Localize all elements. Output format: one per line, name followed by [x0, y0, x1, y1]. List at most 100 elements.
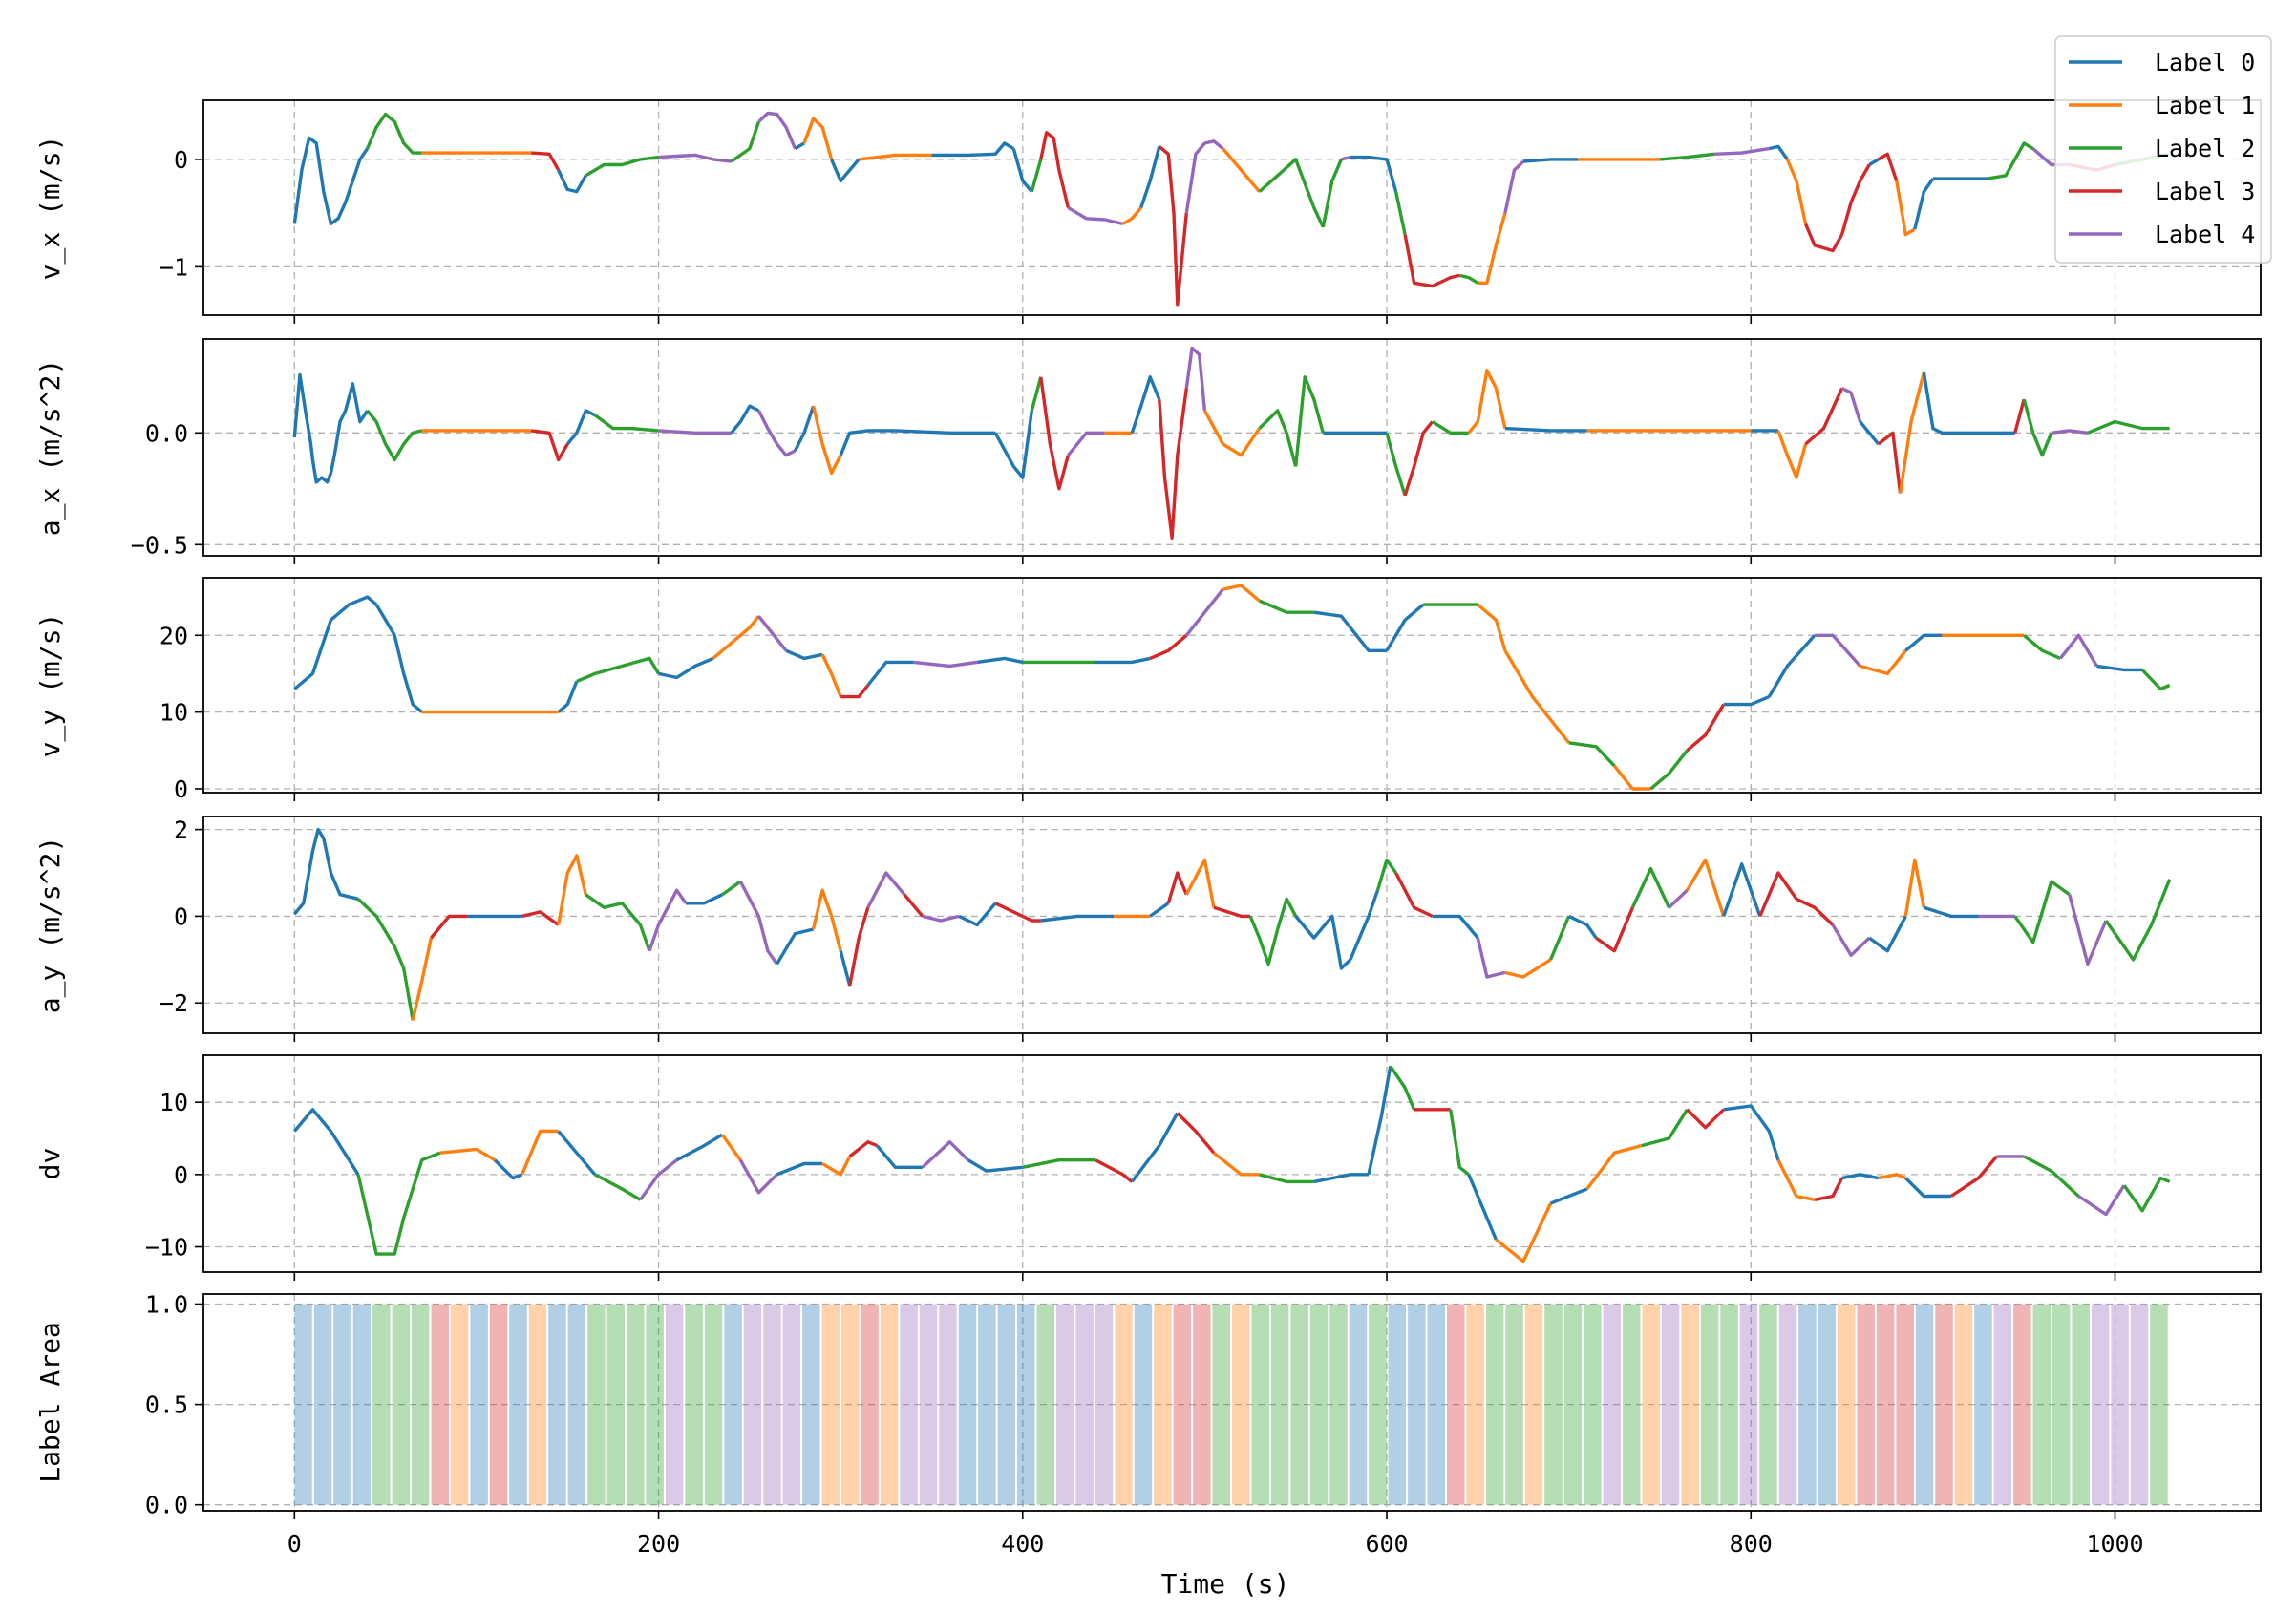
series-segment-label-0 [1868, 915, 1907, 953]
series-segment-label-3 [903, 893, 925, 918]
series-segment-label-0 [1130, 375, 1161, 434]
label-area-bar-2 [1270, 1304, 1289, 1505]
series-segment-label-1 [1503, 649, 1570, 744]
series-segment-label-0 [794, 141, 805, 151]
series-segment-label-4 [658, 429, 732, 435]
label-area-bar-2 [685, 1304, 703, 1505]
series-segment-label-4 [1184, 588, 1224, 637]
series-segment-label-0 [1913, 178, 1935, 230]
label-area-bar-1 [1115, 1304, 1133, 1505]
series-segment-label-0 [1868, 158, 1880, 166]
series-segment-label-3 [1039, 131, 1071, 208]
series-segment-label-0 [839, 429, 896, 456]
label-area-bar-4 [1739, 1304, 1758, 1505]
label-area-bar-3 [861, 1304, 879, 1505]
series-segment-label-0 [374, 604, 423, 713]
label-area-bar-1 [1154, 1304, 1172, 1505]
x-tick-label: 800 [1730, 1530, 1773, 1558]
label-area-bar-0 [1017, 1304, 1035, 1505]
series-segment-label-4 [757, 111, 797, 150]
series-segment-label-4 [1067, 206, 1123, 226]
label-area-bar-2 [412, 1304, 430, 1505]
series-segment-label-2 [730, 120, 761, 163]
series-segment-label-1 [411, 937, 433, 1021]
series-segment-label-0 [1904, 1177, 1951, 1199]
y-axis-label: v_y (m/s) [34, 613, 67, 758]
series-segment-label-1 [521, 1129, 559, 1176]
series-segment-label-3 [1796, 897, 1835, 926]
label-area-bar-1 [821, 1304, 840, 1505]
label-area-bar-3 [2013, 1304, 2031, 1505]
axes-frame [202, 338, 2262, 557]
label-area-bar-3 [489, 1304, 508, 1505]
series-segment-label-2 [2023, 1155, 2080, 1198]
series-segment-label-2 [585, 155, 659, 178]
series-segment-label-0 [1767, 634, 1817, 698]
series-segment-label-0 [839, 950, 852, 987]
series-segment-label-4 [639, 1158, 678, 1201]
label-area-bar-0 [313, 1304, 332, 1505]
series-segment-label-1 [811, 888, 842, 952]
label-area-bar-4 [782, 1304, 801, 1505]
series-segment-label-4 [913, 660, 978, 669]
series-segment-label-0 [1567, 914, 1598, 940]
series-segment-label-2 [1321, 159, 1343, 228]
label-area-bar-3 [431, 1304, 449, 1505]
label-area-bar-2 [1251, 1304, 1269, 1505]
label-area-bar-4 [1055, 1304, 1074, 1505]
series-segment-label-0 [292, 372, 315, 460]
label-area-bar-2 [1036, 1304, 1054, 1505]
panel-1: −0.5 0.0 a_x (m/s^2) [34, 338, 2262, 564]
series-segment-label-1 [1222, 584, 1261, 603]
x-tick-label: 600 [1365, 1530, 1408, 1558]
series-segment-label-0 [292, 1108, 360, 1176]
series-segment-label-1 [1477, 603, 1507, 651]
y-axis-label: a_x (m/s^2) [34, 359, 67, 536]
label-area-bar-2 [1584, 1304, 1602, 1505]
series-segment-label-3 [848, 906, 870, 987]
legend-box [2054, 35, 2272, 264]
label-area-bar-0 [1798, 1304, 1817, 1505]
series-segment-label-4 [922, 914, 960, 923]
series-segment-label-3 [1394, 872, 1434, 918]
series-segment-label-2 [1248, 915, 1280, 966]
series-segment-label-0 [993, 410, 1033, 479]
series-segment-label-0 [1313, 1173, 1369, 1184]
axes-frame [202, 99, 2262, 316]
legend-label: Label 1 [2155, 92, 2255, 119]
legend-label: Label 0 [2155, 49, 2255, 76]
label-area-bar-1 [1466, 1304, 1484, 1505]
series-segment-label-1 [820, 653, 842, 698]
series-segment-label-0 [557, 169, 587, 194]
label-area-bar-1 [1954, 1304, 1973, 1505]
series-segment-label-3 [1039, 376, 1071, 491]
series-segment-label-0 [866, 660, 914, 687]
series-segment-label-0 [1432, 914, 1479, 940]
series-segment-label-2 [1276, 897, 1298, 930]
label-area-bar-4 [939, 1304, 957, 1505]
series-segment-label-3 [1166, 871, 1188, 904]
series-segment-label-1 [1878, 1173, 1906, 1180]
label-area-bar-2 [1759, 1304, 1777, 1505]
series-segment-label-0 [976, 656, 1024, 665]
label-area-bar-3 [1447, 1304, 1465, 1505]
label-area-bar-1 [1642, 1304, 1660, 1505]
series-segment-label-1 [1612, 764, 1651, 791]
series-segment-label-0 [1504, 426, 1587, 433]
series-segment-label-3 [1213, 905, 1251, 919]
series-segment-label-4 [738, 1158, 778, 1195]
label-area-bar-0 [1388, 1304, 1407, 1505]
series-segment-label-0 [1294, 914, 1352, 970]
label-area-bar-2 [1544, 1304, 1563, 1505]
series-segment-label-3 [1176, 1112, 1216, 1155]
series-segment-label-3 [1804, 387, 1844, 446]
series-segment-label-1 [439, 1147, 496, 1162]
label-area-bar-2 [704, 1304, 723, 1505]
series-segment-label-3 [1877, 152, 1899, 181]
axes-frame [202, 1293, 2262, 1512]
series-segment-label-2 [594, 1173, 642, 1201]
series-segment-label-1 [1478, 212, 1507, 285]
series-segment-label-3 [429, 914, 468, 940]
series-segment-label-2 [1258, 409, 1298, 467]
label-area-bar-2 [627, 1304, 645, 1505]
